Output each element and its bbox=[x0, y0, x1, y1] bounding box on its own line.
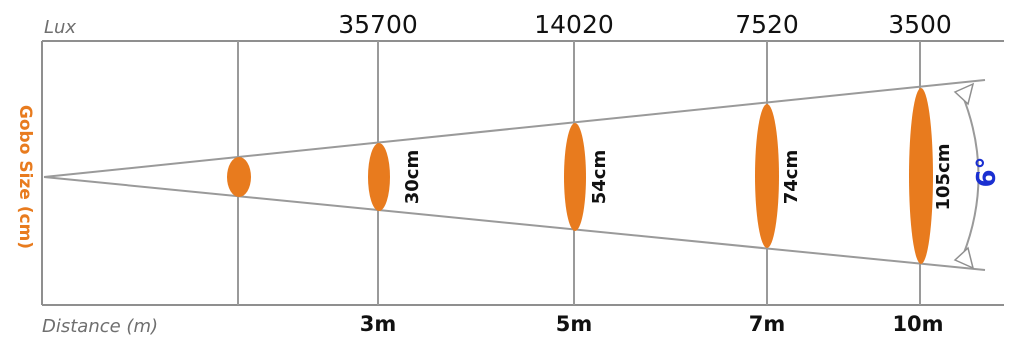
gobo-size-heading: Gobo Size (cm) bbox=[15, 105, 35, 249]
beam-spot-5m bbox=[564, 123, 586, 231]
gobo-size-label-10m: 105cm bbox=[933, 144, 954, 211]
angle-arrow-bottom bbox=[953, 246, 975, 270]
lux-value-5m: 14020 bbox=[534, 10, 614, 39]
distance-label-5m: 5m bbox=[556, 312, 593, 336]
beam-spot-0 bbox=[227, 157, 251, 197]
beam-spot-10m bbox=[909, 88, 933, 264]
beam-upper-edge bbox=[43, 79, 986, 178]
distance-label-10m: 10m bbox=[892, 312, 943, 336]
lux-heading: Lux bbox=[44, 17, 76, 38]
distance-heading: Distance (m) bbox=[42, 316, 158, 337]
lux-value-7m: 7520 bbox=[735, 10, 799, 39]
beam-spot-3m bbox=[368, 143, 390, 211]
gobo-size-label-7m: 74cm bbox=[781, 150, 802, 204]
beam-lower-edge bbox=[43, 176, 986, 271]
gobo-size-label-5m: 54cm bbox=[589, 150, 610, 204]
distance-label-3m: 3m bbox=[360, 312, 397, 336]
beam-spot-7m bbox=[755, 104, 779, 248]
lux-value-3m: 35700 bbox=[338, 10, 418, 39]
beam-angle-arc bbox=[961, 93, 980, 259]
distance-label-7m: 7m bbox=[749, 312, 786, 336]
gobo-size-label-3m: 30cm bbox=[402, 150, 423, 204]
beam-angle-label: 6° bbox=[972, 156, 1002, 187]
lux-value-10m: 3500 bbox=[888, 10, 952, 39]
angle-arrow-top bbox=[953, 82, 975, 106]
